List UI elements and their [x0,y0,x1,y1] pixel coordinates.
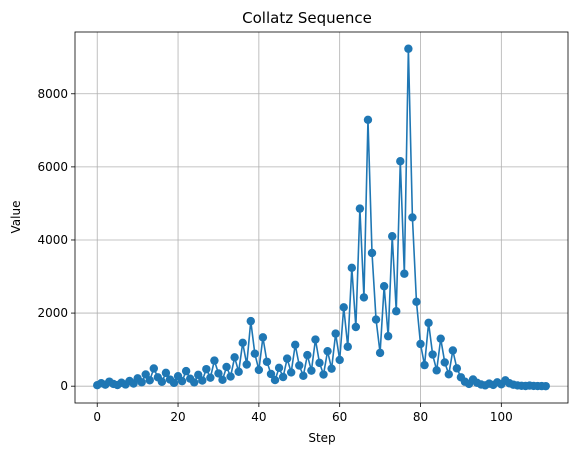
data-point [339,303,348,312]
data-point [226,372,235,381]
data-point [363,115,373,125]
data-point [266,369,276,379]
data-point [323,346,332,356]
data-point [371,315,381,324]
data-point [307,366,316,375]
data-point [145,376,154,385]
data-point [234,367,243,376]
y-tick-label: 4000 [37,233,68,247]
data-point [274,363,284,373]
data-point [177,376,187,386]
data-point [400,269,409,278]
data-point [161,368,171,378]
x-tick-label: 80 [413,410,428,424]
data-point [137,378,146,387]
x-tick-label: 40 [251,410,266,424]
data-point [424,318,433,328]
data-point [379,282,389,291]
y-axis-label: Value [9,201,23,234]
data-point [347,263,357,273]
data-point [383,332,393,341]
data-point [246,316,255,326]
data-point [420,360,429,370]
data-point [440,358,449,367]
data-point [327,364,336,373]
data-point [375,348,385,358]
data-point [206,373,215,382]
data-point [270,375,280,385]
data-point [149,364,158,373]
data-point [541,381,550,391]
data-point [250,349,260,358]
data-point [230,353,239,362]
plot-area-frame [74,31,569,404]
data-point [311,335,320,344]
data-point [388,232,397,241]
data-point [222,362,231,372]
data-point [141,370,150,379]
data-point [282,354,292,363]
data-point [218,375,227,384]
data-point [351,322,361,332]
data-point [210,356,219,365]
data-point [444,370,453,379]
data-point [355,204,365,213]
data-point [404,44,413,53]
data-point [295,361,304,370]
data-point [157,377,167,386]
x-tick-label: 20 [170,410,185,424]
data-point [258,333,268,342]
data-point [262,357,272,366]
data-point [242,360,251,369]
data-point [190,378,199,387]
y-axis-ticks: 0 2000 4000 6000 8000 [37,87,75,393]
y-tick-label: 0 [60,379,68,393]
series-layer [93,44,550,391]
data-point [367,248,377,258]
x-tick-label: 0 [93,410,101,424]
data-point [396,157,405,166]
data-point [214,369,223,378]
y-tick-label: 8000 [37,87,68,101]
data-point [169,378,179,388]
x-tick-label: 60 [332,410,347,424]
data-point [448,346,458,355]
data-point [303,350,312,360]
y-tick-label: 6000 [37,160,68,174]
chart-title: Collatz Sequence [242,9,372,27]
grid-lines [75,32,568,403]
data-point [408,213,417,222]
data-point [331,329,340,338]
data-point [315,358,324,368]
data-point [202,364,211,374]
data-point [359,293,369,302]
data-point [181,366,191,376]
data-point [343,342,352,351]
series-line [96,47,546,387]
data-point [319,370,328,379]
y-tick-label: 2000 [37,306,68,320]
x-axis-label: Step [308,431,335,445]
data-point [286,368,296,377]
data-point [335,355,344,365]
data-point [291,340,300,350]
x-tick-label: 100 [490,410,513,424]
x-axis-ticks: 0 20 40 60 80 100 [93,403,513,424]
data-point [254,365,264,375]
data-point [392,307,401,316]
data-point [198,376,207,385]
data-point [412,297,421,307]
data-point [436,334,445,343]
data-point [428,350,437,359]
data-point [452,364,462,373]
data-point [299,371,308,381]
data-point [416,339,425,349]
data-point [238,338,247,348]
data-point [278,372,288,382]
data-point [432,366,441,375]
